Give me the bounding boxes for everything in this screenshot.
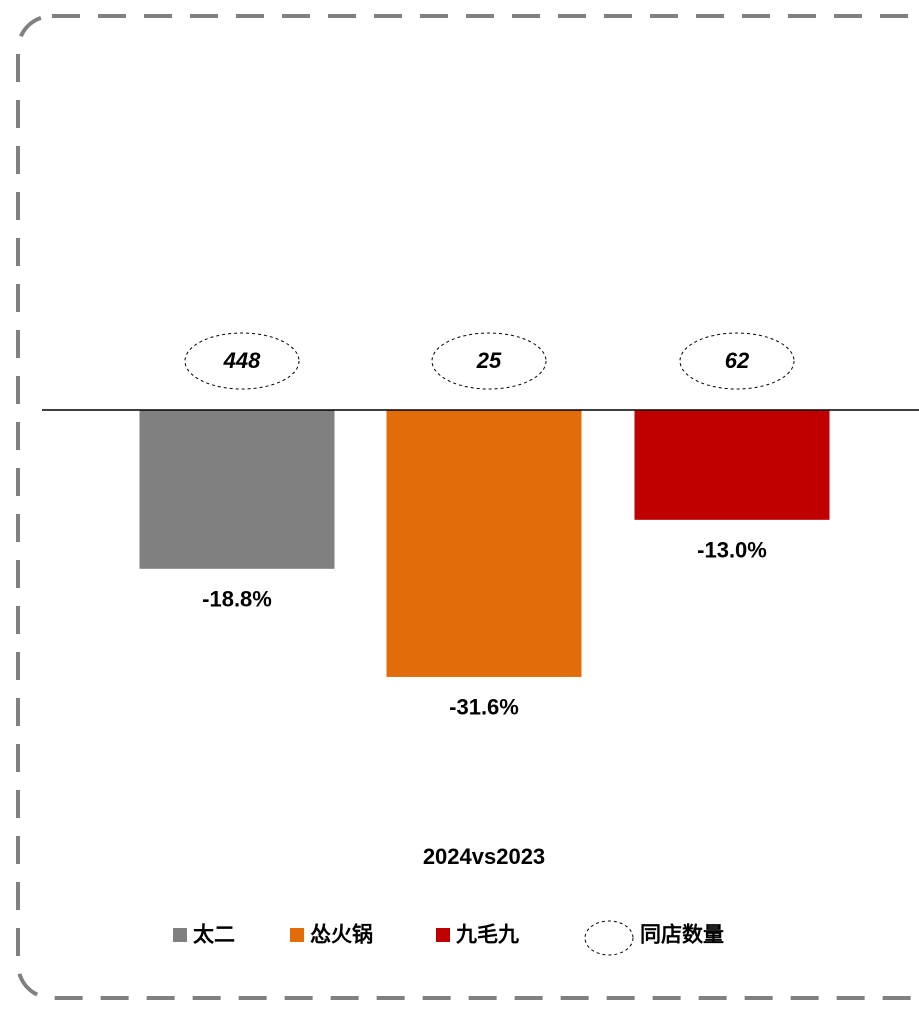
legend-label: 同店数量	[640, 923, 724, 947]
bar	[139, 410, 335, 569]
data-label: -31.6%	[449, 695, 519, 720]
category-label: 2024vs2023	[423, 844, 545, 869]
store-count: 25	[476, 348, 502, 373]
legend-swatch	[173, 928, 187, 942]
data-label: -13.0%	[697, 538, 767, 563]
legend-ellipse	[584, 920, 634, 956]
store-count: 448	[223, 348, 261, 373]
legend-label: 太二	[193, 924, 235, 947]
count-ellipse	[679, 332, 795, 390]
legend-label: 九毛九	[455, 924, 519, 947]
store-count: 62	[725, 348, 750, 373]
legend-label: 怂火锅	[310, 923, 373, 947]
legend-swatch	[290, 928, 304, 942]
bar	[386, 410, 582, 677]
count-ellipse	[431, 332, 547, 390]
count-ellipse	[184, 332, 300, 390]
bar	[634, 410, 830, 520]
data-label: -18.8%	[202, 587, 272, 612]
legend-swatch	[436, 928, 450, 942]
frame	[16, 14, 919, 1000]
